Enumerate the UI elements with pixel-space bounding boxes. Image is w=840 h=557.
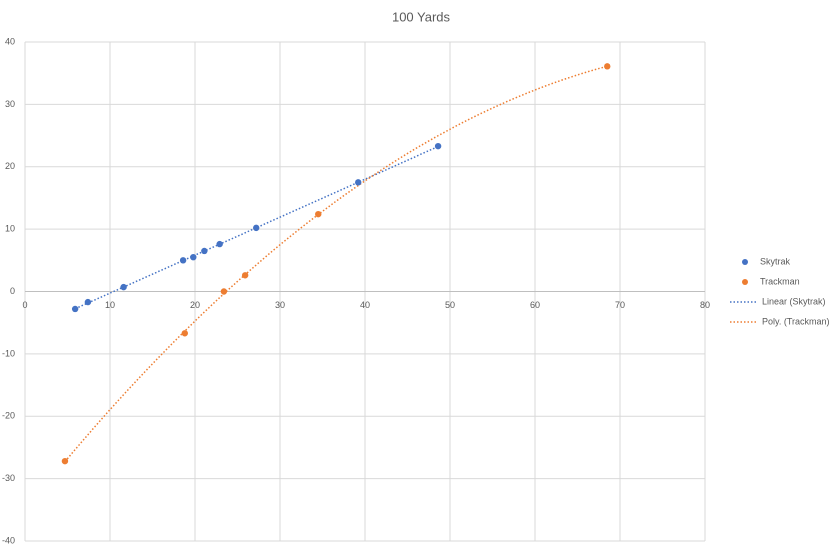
y-tick-label: 10 [5, 224, 15, 234]
x-tick-label: 60 [530, 300, 540, 310]
point [120, 283, 127, 291]
chart-title: 100 Yards [392, 9, 451, 24]
point [216, 240, 223, 248]
point [253, 224, 260, 232]
point [355, 179, 362, 186]
x-tick-label: 50 [445, 300, 455, 310]
legend-marker [742, 279, 748, 285]
point [201, 247, 208, 255]
y-tick-label: 20 [5, 161, 15, 171]
legend-label: Poly. (Trackman) [762, 316, 830, 326]
point [315, 210, 322, 218]
point [190, 253, 197, 261]
point [220, 288, 228, 295]
point [181, 330, 188, 337]
point [84, 298, 92, 306]
y-tick-label: -30 [2, 473, 15, 483]
point [604, 63, 611, 70]
trendline [64, 65, 608, 463]
x-tick-label: 20 [190, 300, 200, 310]
point [241, 272, 249, 279]
legend-label: Linear (Skytrak) [762, 296, 826, 306]
x-tick-label: 10 [105, 300, 115, 310]
x-tick-label: 80 [700, 300, 710, 310]
y-tick-label: 0 [10, 286, 15, 296]
point [71, 305, 79, 313]
y-tick-label: 30 [5, 99, 15, 109]
point [61, 457, 69, 465]
y-tick-label: 40 [5, 36, 15, 46]
x-tick-label: 70 [615, 300, 625, 310]
point [179, 257, 187, 264]
y-tick-label: -20 [2, 411, 15, 421]
y-tick-label: -40 [2, 535, 15, 545]
legend-label: Trackman [760, 276, 800, 286]
x-tick-label: 30 [275, 300, 285, 310]
legend-marker [742, 259, 748, 265]
x-tick-label: 40 [360, 300, 370, 310]
point [434, 142, 442, 150]
legend-label: Skytrak [760, 256, 791, 266]
x-tick-label: 0 [22, 300, 27, 310]
y-tick-label: -10 [2, 348, 15, 358]
